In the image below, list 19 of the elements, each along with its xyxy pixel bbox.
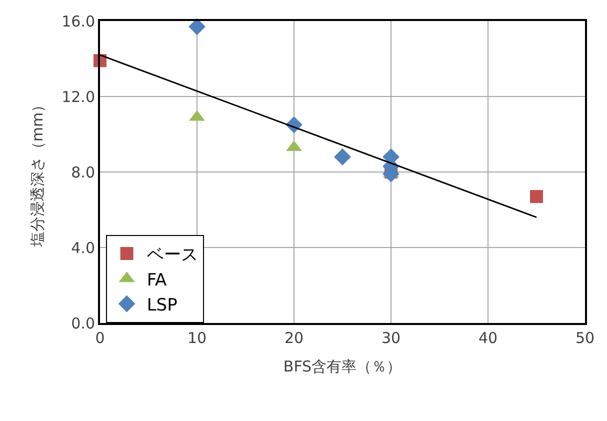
legend-label: FA — [146, 270, 168, 290]
x-tick-label: 20 — [284, 329, 304, 347]
x-tick-label: 10 — [187, 329, 207, 347]
x-axis-title: BFS含有率（％） — [283, 358, 402, 376]
point — [530, 190, 543, 204]
x-tick-label: 40 — [478, 329, 498, 347]
point — [188, 18, 206, 36]
y-tick-label: 0.0 — [71, 314, 95, 332]
y-tick-label: 8.0 — [71, 163, 95, 182]
legend-label: LSP — [146, 295, 178, 316]
y-tick-label: 4.0 — [71, 238, 95, 257]
y-tick-label: 12.0 — [62, 88, 95, 106]
point — [334, 148, 351, 166]
y-axis-title: 塩分浸透深さ（mm） — [28, 97, 46, 248]
x-tick-label: 0 — [95, 329, 105, 347]
legend-label: ベース — [146, 245, 198, 266]
x-tick-label: 50 — [575, 329, 595, 347]
y-tick-label: 16.0 — [62, 12, 95, 30]
x-tick-label: 30 — [381, 329, 401, 347]
